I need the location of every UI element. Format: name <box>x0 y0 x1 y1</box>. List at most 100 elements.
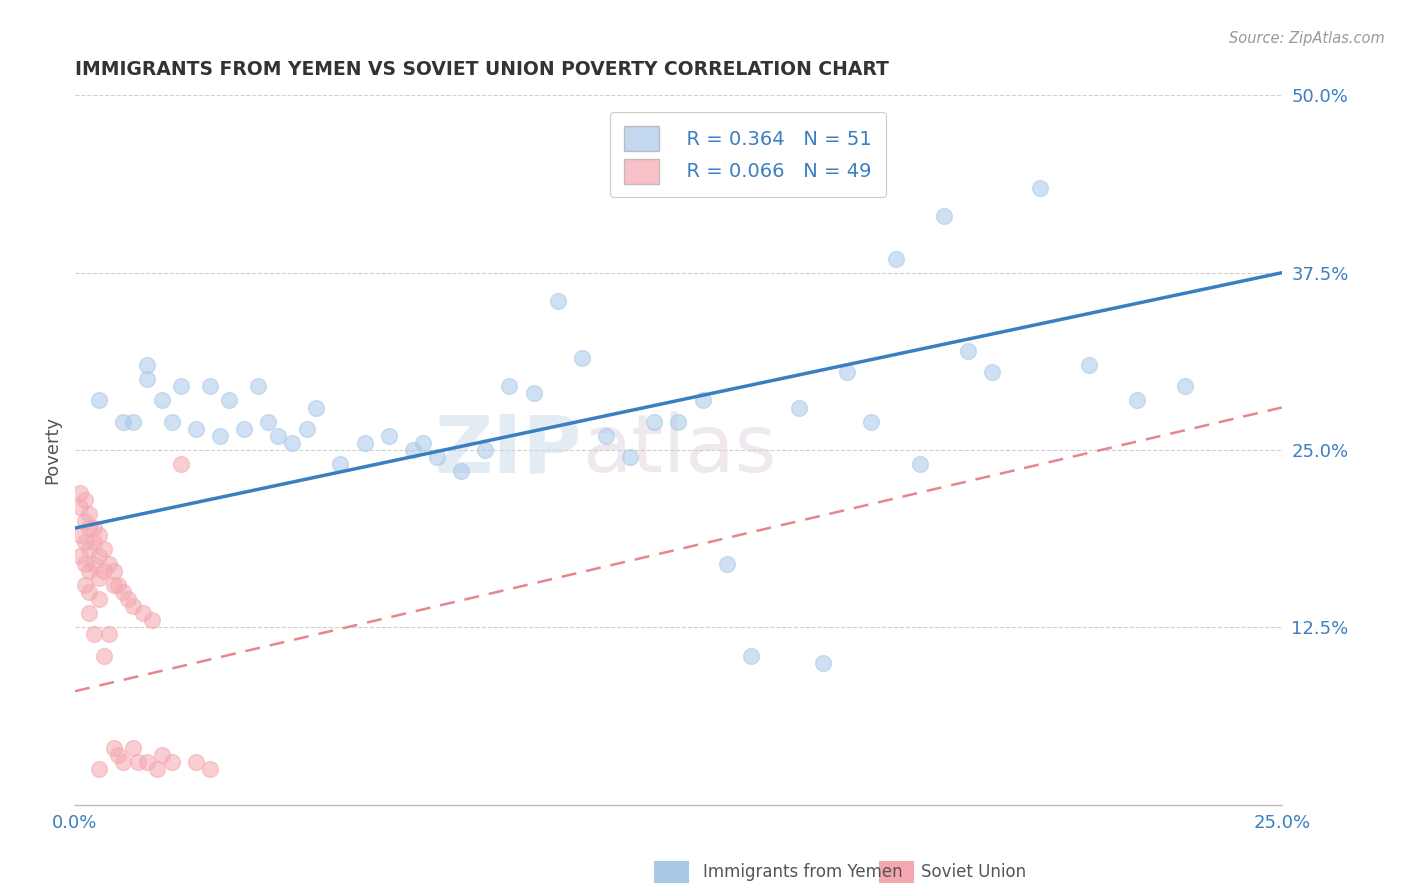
Point <box>1174 379 1197 393</box>
Legend:   R = 0.364   N = 51,   R = 0.066   N = 49: R = 0.364 N = 51, R = 0.066 N = 49 <box>610 112 886 197</box>
Point <box>170 379 193 393</box>
Point <box>131 606 153 620</box>
Point <box>412 436 434 450</box>
Text: ZIP: ZIP <box>434 411 582 489</box>
Point <box>112 585 135 599</box>
Point <box>89 592 111 607</box>
Point <box>79 585 101 599</box>
Point <box>860 415 883 429</box>
Point <box>160 755 183 769</box>
Point <box>107 747 129 762</box>
Point <box>79 606 101 620</box>
Point <box>73 514 96 528</box>
Point <box>619 450 641 464</box>
Point <box>811 656 834 670</box>
Point <box>450 464 472 478</box>
Point <box>103 740 125 755</box>
Point <box>233 422 256 436</box>
Point <box>666 415 689 429</box>
Point <box>136 755 159 769</box>
Point <box>218 393 240 408</box>
Point <box>595 429 617 443</box>
Point <box>740 648 762 663</box>
Point <box>79 507 101 521</box>
Point <box>103 564 125 578</box>
Point <box>787 401 810 415</box>
Point <box>932 209 955 223</box>
Point <box>247 379 270 393</box>
Text: IMMIGRANTS FROM YEMEN VS SOVIET UNION POVERTY CORRELATION CHART: IMMIGRANTS FROM YEMEN VS SOVIET UNION PO… <box>75 60 889 78</box>
Y-axis label: Poverty: Poverty <box>44 416 60 484</box>
Point <box>571 351 593 365</box>
Point <box>73 535 96 549</box>
Point <box>73 557 96 571</box>
Point <box>402 443 425 458</box>
Point <box>141 613 163 627</box>
Point <box>498 379 520 393</box>
Point <box>426 450 449 464</box>
Point <box>547 294 569 309</box>
Point <box>522 386 544 401</box>
Point <box>89 549 111 564</box>
Point <box>73 492 96 507</box>
Point <box>83 521 105 535</box>
Point <box>122 740 145 755</box>
Point <box>127 755 149 769</box>
Point <box>474 443 496 458</box>
Point <box>956 343 979 358</box>
Point <box>69 500 91 514</box>
Point <box>73 578 96 592</box>
Text: Soviet Union: Soviet Union <box>921 863 1026 881</box>
Point <box>184 422 207 436</box>
Point <box>170 457 193 471</box>
Point <box>89 571 111 585</box>
Point <box>257 415 280 429</box>
Point <box>122 599 145 613</box>
Point <box>122 415 145 429</box>
Point <box>208 429 231 443</box>
Point <box>377 429 399 443</box>
Point <box>117 592 139 607</box>
Point <box>89 762 111 776</box>
Point <box>353 436 375 450</box>
Point <box>981 365 1004 379</box>
Point <box>198 762 221 776</box>
Point <box>79 564 101 578</box>
Point <box>1077 358 1099 372</box>
Point <box>884 252 907 266</box>
Text: Immigrants from Yemen: Immigrants from Yemen <box>703 863 903 881</box>
Point <box>837 365 859 379</box>
Point <box>103 578 125 592</box>
Point <box>69 528 91 542</box>
Point <box>89 393 111 408</box>
Point <box>89 528 111 542</box>
Point <box>112 755 135 769</box>
Point <box>329 457 352 471</box>
Point <box>198 379 221 393</box>
Text: atlas: atlas <box>582 411 776 489</box>
Point <box>643 415 665 429</box>
Point <box>107 578 129 592</box>
Point <box>716 557 738 571</box>
Point <box>79 521 101 535</box>
Point <box>93 542 115 557</box>
Point <box>150 747 173 762</box>
Point <box>1029 180 1052 194</box>
Point <box>146 762 169 776</box>
Point <box>83 535 105 549</box>
Point <box>150 393 173 408</box>
Point <box>93 648 115 663</box>
Point <box>136 372 159 386</box>
Point <box>97 627 120 641</box>
Text: Source: ZipAtlas.com: Source: ZipAtlas.com <box>1229 31 1385 46</box>
Point <box>281 436 304 450</box>
Point <box>184 755 207 769</box>
Point <box>112 415 135 429</box>
Point <box>69 549 91 564</box>
Point <box>93 564 115 578</box>
Point <box>69 485 91 500</box>
Point <box>692 393 714 408</box>
Point <box>97 557 120 571</box>
Point <box>1126 393 1149 408</box>
Point <box>83 557 105 571</box>
